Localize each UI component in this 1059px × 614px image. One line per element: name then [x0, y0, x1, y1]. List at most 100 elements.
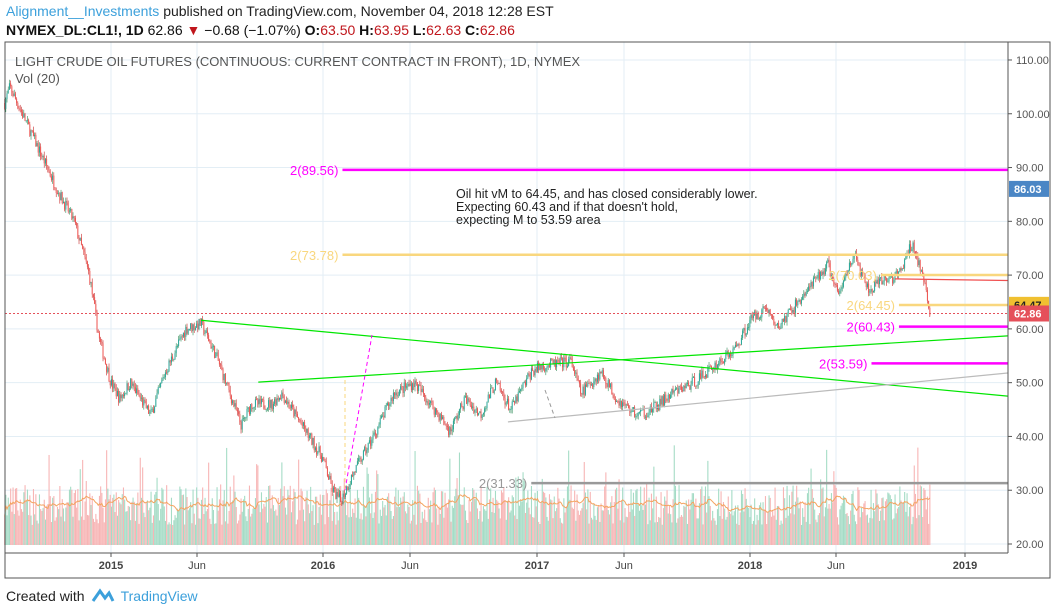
candle-body [812, 277, 814, 287]
volume-bar [773, 515, 775, 545]
candle-body [913, 242, 915, 252]
candle-body [222, 369, 224, 381]
volume-bar [570, 485, 572, 545]
candle-body [250, 404, 252, 414]
publish-info: Alignment__Investments published on Trad… [6, 3, 554, 19]
candle-body [418, 384, 420, 391]
volume-bar [179, 486, 181, 545]
candle-body [884, 275, 886, 278]
candle-body [660, 398, 662, 405]
volume-bar [763, 509, 765, 545]
candle-body [247, 407, 249, 410]
volume-bar [478, 518, 480, 545]
candle-body [726, 350, 728, 353]
volume-bar [155, 491, 157, 545]
candle-body [106, 363, 108, 372]
volume-bar [464, 510, 467, 545]
candle-body [922, 270, 924, 276]
candle-body [696, 385, 698, 387]
volume-bar [257, 465, 259, 545]
candle-body [355, 464, 357, 473]
candle-body [624, 402, 626, 406]
candle-body [283, 396, 285, 403]
level-label: 2(60.43) [847, 320, 895, 335]
volume-bar [617, 508, 619, 545]
volume-bar [607, 510, 609, 545]
candle-body [628, 405, 630, 409]
volume-bar [850, 510, 852, 545]
volume-bar [136, 503, 138, 545]
volume-bar [323, 494, 325, 545]
volume-bar [754, 498, 756, 545]
candle-body [143, 399, 145, 406]
volume-bar [84, 501, 86, 545]
candle-body [158, 386, 160, 388]
candle-body [428, 403, 430, 405]
candle-body [76, 223, 78, 226]
candle-body [185, 326, 187, 337]
volume-bar [528, 507, 530, 545]
volume-bar [385, 515, 387, 545]
volume-bar [805, 521, 807, 545]
volume-bar [839, 509, 841, 545]
candle-body [497, 380, 499, 384]
volume-bar [164, 520, 167, 545]
author-link[interactable]: Alignment__Investments [6, 3, 160, 19]
volume-bar [240, 498, 242, 545]
candle-body [610, 383, 612, 388]
tradingview-link[interactable]: TradingView [120, 588, 198, 604]
volume-bar [768, 495, 770, 545]
volume-bar [311, 511, 313, 545]
volume-bar [582, 502, 584, 545]
volume-bar [715, 524, 717, 545]
candle-body [469, 400, 471, 406]
volume-bar [355, 517, 357, 545]
volume-bar [18, 515, 20, 545]
volume-bar [601, 510, 603, 545]
volume-bar [746, 506, 749, 545]
candle-body [23, 113, 25, 118]
volume-bar [488, 499, 491, 545]
volume-bar [109, 494, 111, 545]
candle-body [880, 277, 882, 279]
candle-body [692, 377, 694, 378]
candle-body [84, 251, 86, 258]
volume-bar [71, 489, 73, 545]
volume-bar [395, 487, 397, 545]
candle-body [671, 388, 673, 395]
volume-bar [610, 502, 612, 545]
candle-body [94, 297, 96, 304]
volume-bar [534, 492, 536, 545]
volume-bar [683, 505, 685, 545]
volume-bar [413, 514, 415, 545]
volume-bar [359, 518, 361, 545]
candle-body [126, 383, 128, 394]
candle-body [5, 98, 7, 109]
candle-body [108, 367, 110, 382]
candle-body [323, 456, 325, 460]
volume-bar [373, 512, 375, 545]
candle-body [798, 299, 800, 302]
volume-bar [473, 489, 475, 545]
volume-bar [361, 519, 363, 545]
volume-bar [115, 492, 117, 545]
candle-body [674, 388, 676, 391]
candle-body [863, 272, 865, 275]
candle-body [395, 392, 397, 396]
candle-body [413, 383, 415, 388]
volume-bar [824, 507, 827, 545]
candle-body [834, 283, 836, 285]
candle-body [466, 396, 468, 404]
candle-body [745, 333, 747, 336]
volume-bar [23, 492, 25, 545]
candle-body [911, 249, 913, 252]
volume-bar [79, 469, 81, 545]
candle-body [622, 402, 624, 407]
candle-body [22, 111, 24, 118]
candle-body [118, 390, 120, 403]
candle-body [91, 282, 93, 295]
candle-body [288, 401, 290, 408]
volume-bar [756, 514, 758, 545]
candle-body [796, 299, 798, 306]
